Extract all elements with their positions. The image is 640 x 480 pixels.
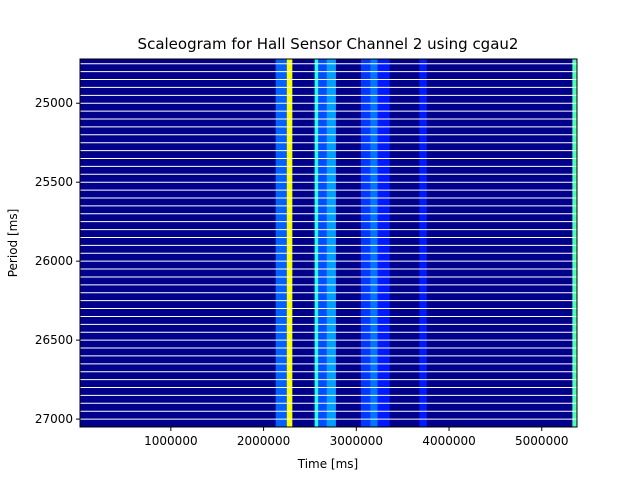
- x-axis-ticks: 1000000 2000000 3000000 4000000 5000000: [144, 427, 568, 448]
- x-axis-label: Time [ms]: [297, 457, 359, 471]
- period-row-lines: [80, 63, 577, 427]
- heatmap-column-4: [326, 59, 336, 427]
- y-tick-label: 25000: [35, 96, 73, 110]
- plot-area: [80, 59, 577, 427]
- x-tick-label: 5000000: [515, 434, 568, 448]
- x-tick-label: 3000000: [330, 434, 383, 448]
- y-tick-label: 26000: [35, 254, 73, 268]
- chart-title: Scaleogram for Hall Sensor Channel 2 usi…: [138, 35, 519, 53]
- x-tick-label: 2000000: [237, 434, 290, 448]
- y-tick-label: 26500: [35, 333, 73, 347]
- heatmap-column-0: [275, 59, 287, 427]
- x-tick-label: 1000000: [144, 434, 197, 448]
- y-tick-label: 25500: [35, 175, 73, 189]
- heatmap-column-6: [370, 59, 378, 427]
- heatmap-column-8: [419, 59, 427, 427]
- x-tick-label: 4000000: [422, 434, 475, 448]
- heatmap-column-1: [286, 59, 293, 427]
- y-axis-label: Period [ms]: [6, 209, 20, 278]
- heatmap-column-2: [314, 59, 319, 427]
- heatmap-column-9: [572, 59, 577, 427]
- heatmap-column-3: [318, 59, 327, 427]
- y-axis-ticks: 25000 25500 26000 26500 27000: [35, 96, 80, 426]
- plot-frame: [79, 58, 578, 428]
- heatmap-column-5: [360, 59, 371, 427]
- y-tick-label: 27000: [35, 412, 73, 426]
